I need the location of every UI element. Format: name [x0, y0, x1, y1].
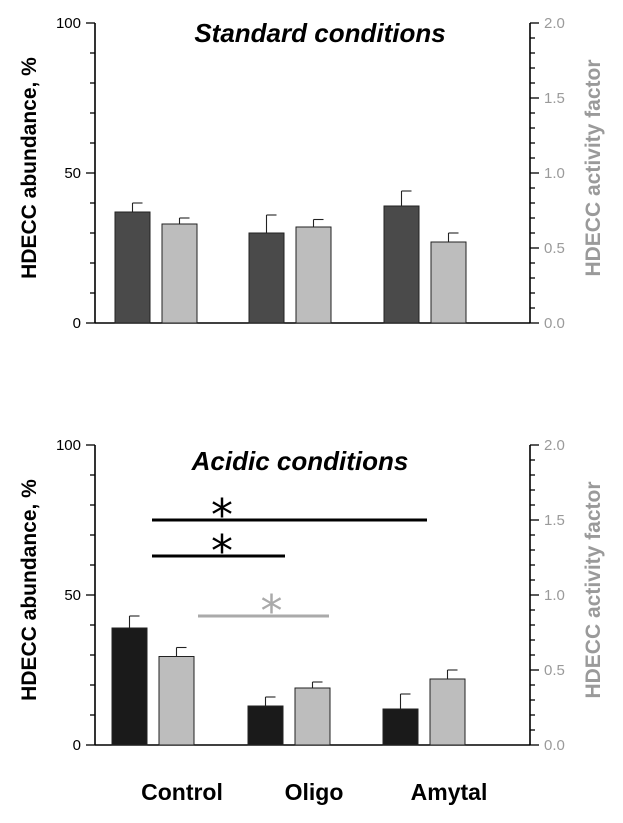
activity-bar-oligo [294, 687, 331, 746]
abundance-bar-amytal [383, 205, 420, 324]
activity-bar-control [161, 223, 198, 324]
left-tick-label: 0 [73, 737, 81, 754]
left-tick-label: 100 [56, 437, 81, 454]
right-tick-label: 2.0 [544, 15, 565, 32]
right-tick-label: 0.0 [544, 737, 565, 754]
abundance-bar-control [114, 211, 151, 324]
left-tick-label: 50 [64, 165, 81, 182]
right-tick-label: 1.0 [544, 165, 565, 182]
right-tick-label: 1.5 [544, 512, 565, 529]
left-tick-label: 0 [73, 315, 81, 332]
right-tick-label: 0.5 [544, 240, 565, 257]
category-label-amytal: Amytal [411, 779, 488, 805]
abundance-bar-control [111, 627, 148, 746]
right-tick-label: 1.0 [544, 587, 565, 604]
left-axis-title: HDECC abundance, % [18, 479, 41, 701]
activity-bar-amytal [430, 241, 467, 324]
standard-conditions-panel: Standard conditions HDECC abundance, % H… [18, 15, 605, 332]
left-tick-label: 50 [64, 587, 81, 604]
panel-title: Acidic conditions [191, 446, 409, 476]
acidic-conditions-panel: Acidic conditions HDECC abundance, % HDE… [18, 437, 605, 754]
left-tick-label: 100 [56, 15, 81, 32]
right-tick-label: 0.5 [544, 662, 565, 679]
left-axis-title: HDECC abundance, % [18, 57, 41, 279]
right-tick-label: 1.5 [544, 90, 565, 107]
significance-asterisk: * [211, 490, 233, 541]
category-label-oligo: Oligo [285, 779, 344, 805]
right-tick-label: 0.0 [544, 315, 565, 332]
right-axis-title: HDECC activity factor [582, 59, 605, 276]
abundance-bar-amytal [382, 708, 419, 746]
right-axis-title: HDECC activity factor [582, 481, 605, 698]
significance-asterisk: * [211, 526, 233, 577]
chart-marks: 0 50 100 0.0 0.5 1.0 1.5 2.0 [56, 15, 565, 332]
right-tick-label: 2.0 [544, 437, 565, 454]
activity-bar-oligo [295, 226, 332, 324]
abundance-bar-oligo [248, 232, 285, 324]
significance-asterisk: * [261, 586, 283, 637]
activity-bar-control [158, 656, 195, 746]
panel-title: Standard conditions [194, 18, 445, 48]
abundance-bar-oligo [247, 705, 284, 746]
activity-bar-amytal [429, 678, 466, 746]
category-label-control: Control [141, 779, 223, 805]
